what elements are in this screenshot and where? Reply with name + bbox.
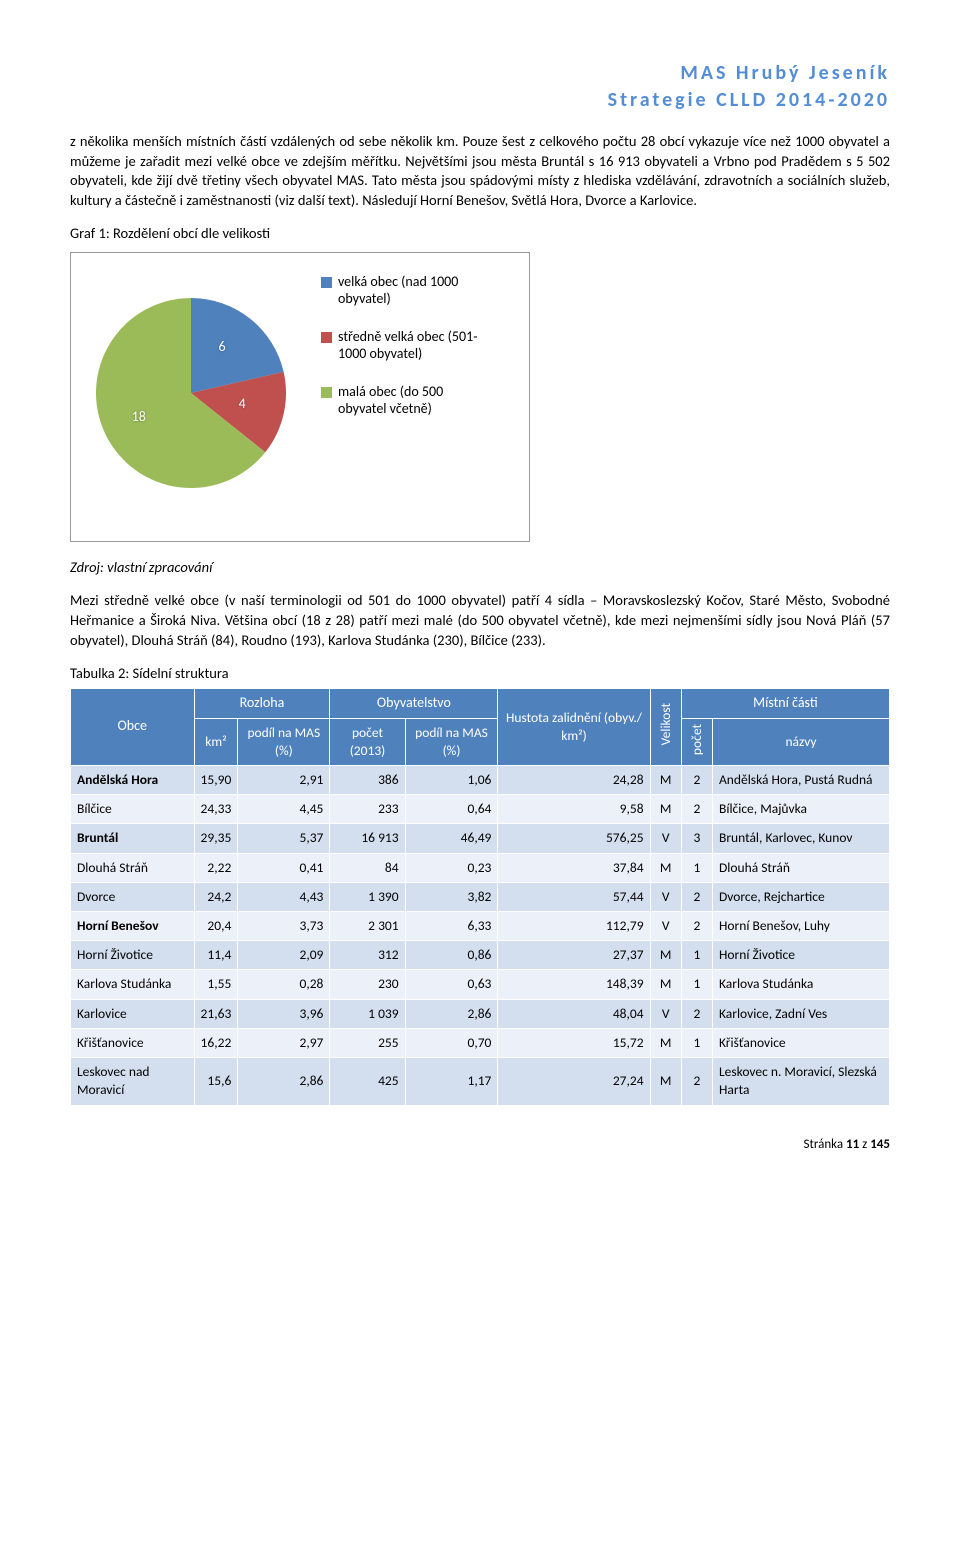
th-hustota: Hustota zalidnění (obyv./ km²)	[498, 688, 650, 765]
chart-title: Graf 1: Rozdělení obcí dle velikosti	[70, 224, 890, 244]
doc-header: MAS Hrubý Jeseník Strategie CLLD 2014-20…	[70, 60, 890, 114]
header-line2: Strategie CLLD 2014-2020	[70, 87, 890, 114]
table-row: Andělská Hora15,902,913861,0624,28M2Andě…	[71, 765, 890, 794]
table-row: Dvorce24,24,431 3903,8257,44V2Dvorce, Re…	[71, 882, 890, 911]
table-row: Dlouhá Stráň2,220,41840,2337,84M1Dlouhá …	[71, 853, 890, 882]
table-row: Karlovice21,633,961 0392,8648,04V2Karlov…	[71, 999, 890, 1028]
table-row: Bílčice24,334,452330,649,58M2Bílčice, Ma…	[71, 795, 890, 824]
legend-swatch	[321, 277, 332, 288]
table-row: Křišťanovice16,222,972550,7015,72M1Křišť…	[71, 1028, 890, 1057]
legend-swatch	[321, 387, 332, 398]
table-row: Leskovec nad Moravicí15,62,864251,1727,2…	[71, 1058, 890, 1105]
table-row: Horní Životice11,42,093120,8627,37M1Horn…	[71, 941, 890, 970]
th-pocet: počet	[681, 718, 712, 765]
pie-chart-box: 6 4 18 velká obec (nad 1000 obyvatel) střed…	[70, 252, 530, 542]
th-obce: Obce	[71, 688, 195, 765]
th-obyv: Obyvatelstvo	[330, 688, 498, 718]
th-km2: km²	[194, 718, 238, 765]
legend-text: malá obec (do 500 obyvatel včetně)	[338, 383, 488, 418]
th-velikost: Velikost	[650, 688, 681, 765]
legend-item: malá obec (do 500 obyvatel včetně)	[321, 383, 488, 418]
legend-text: středně velká obec (501-1000 obyvatel)	[338, 328, 488, 363]
pie-slice-label: 18	[132, 408, 146, 427]
paragraph-1: z několika menších místních částí vzdále…	[70, 132, 890, 210]
th-mistni: Místní části	[681, 688, 889, 718]
legend-item: velká obec (nad 1000 obyvatel)	[321, 273, 488, 308]
legend-item: středně velká obec (501-1000 obyvatel)	[321, 328, 488, 363]
header-line1: MAS Hrubý Jeseník	[680, 61, 890, 85]
table-row: Horní Benešov20,43,732 3016,33112,79V2Ho…	[71, 912, 890, 941]
table-row: Karlova Studánka1,550,282300,63148,39M1K…	[71, 970, 890, 999]
pie-slice-label: 6	[219, 338, 226, 357]
page-footer: Stránka 11 z 145	[70, 1136, 890, 1154]
legend-swatch	[321, 332, 332, 343]
legend-text: velká obec (nad 1000 obyvatel)	[338, 273, 488, 308]
th-nazvy: názvy	[713, 718, 890, 765]
settlement-table: Obce Rozloha Obyvatelstvo Hustota zalidn…	[70, 688, 890, 1106]
th-podil1: podíl na MAS (%)	[238, 718, 330, 765]
paragraph-2: Mezi středně velké obce (v naší terminol…	[70, 591, 890, 650]
th-podil2: podíl na MAS (%)	[405, 718, 498, 765]
pie-chart: 6 4 18	[91, 293, 291, 493]
chart-legend: velká obec (nad 1000 obyvatel) středně ve…	[321, 273, 488, 438]
th-rozloha: Rozloha	[194, 688, 330, 718]
th-pocet2013: počet (2013)	[330, 718, 405, 765]
table-row: Bruntál29,355,3716 91346,49576,25V3Brunt…	[71, 824, 890, 853]
table-title: Tabulka 2: Sídelní struktura	[70, 664, 890, 684]
pie-slice-label: 4	[239, 395, 246, 414]
chart-source: Zdroj: vlastní zpracování	[70, 558, 890, 578]
